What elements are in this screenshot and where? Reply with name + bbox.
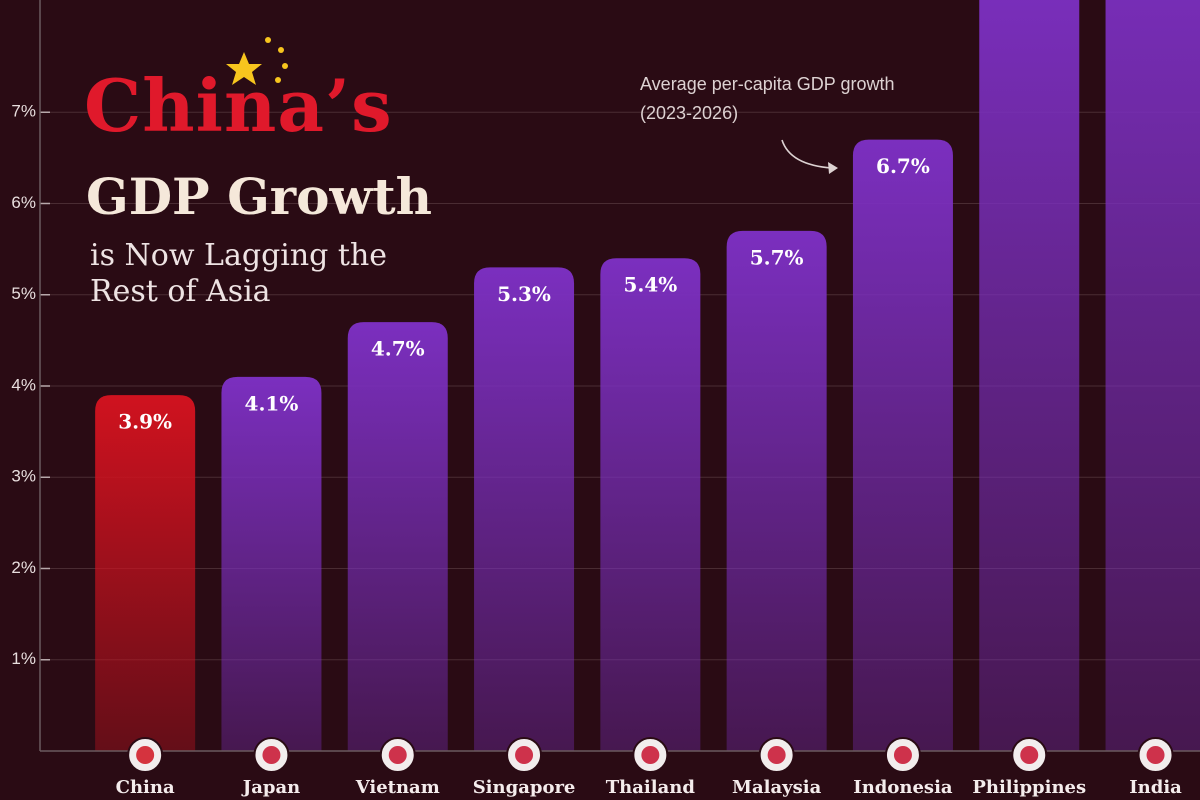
bar [95, 395, 196, 751]
annotation-arrow [781, 139, 833, 169]
x-tick-label: China [116, 777, 175, 798]
flag-emblem [262, 746, 281, 764]
bar [221, 376, 322, 751]
bar [600, 258, 701, 751]
y-tick-label: 2% [11, 558, 36, 577]
value-label: 6.7% [876, 154, 930, 178]
x-tick-label: Malaysia [732, 777, 822, 798]
value-label: 5.4% [623, 273, 677, 297]
bar [1105, 0, 1200, 751]
bar [852, 139, 953, 752]
annotation: Average per-capita GDP growth (2023-2026… [640, 74, 895, 123]
y-tick-label: 1% [11, 649, 36, 668]
flag-emblem [515, 746, 534, 764]
value-label: 4.1% [245, 391, 299, 415]
x-tick-label: Japan [241, 777, 301, 798]
flag-emblem [767, 746, 786, 764]
stars [226, 37, 288, 85]
flag-emblem [136, 746, 155, 764]
bar [979, 0, 1080, 751]
flag-emblem [1146, 746, 1165, 764]
x-tick-label: Indonesia [853, 777, 953, 798]
x-tick-label: Philippines [972, 777, 1086, 798]
y-tick-label: 5% [11, 284, 36, 303]
x-tick-label: Vietnam [355, 777, 440, 798]
flag-emblem [641, 746, 660, 764]
y-tick-label: 4% [11, 375, 36, 394]
annotation-arrowhead [828, 162, 838, 174]
y-tick-label: 6% [11, 193, 36, 212]
title: China’s [84, 63, 393, 148]
value-label: 3.9% [118, 410, 172, 434]
y-tick-label: 3% [11, 467, 36, 486]
subtitle: is Now Lagging the Rest of Asia [90, 238, 388, 309]
value-label: 4.7% [371, 337, 425, 361]
bar [726, 230, 827, 752]
x-tick-label: Singapore [473, 777, 576, 798]
value-label: 5.3% [497, 282, 551, 306]
x-tick-label: India [1129, 777, 1182, 798]
bar [474, 267, 575, 751]
title-line-2: GDP Growth [86, 167, 432, 226]
flag-emblem [1020, 746, 1039, 764]
value-label: 5.7% [750, 245, 804, 269]
bar [347, 322, 448, 751]
flag-emblem [388, 746, 407, 764]
flag-emblem [893, 746, 912, 764]
x-tick-label: Thailand [606, 777, 696, 798]
y-tick-label: 7% [11, 102, 36, 121]
